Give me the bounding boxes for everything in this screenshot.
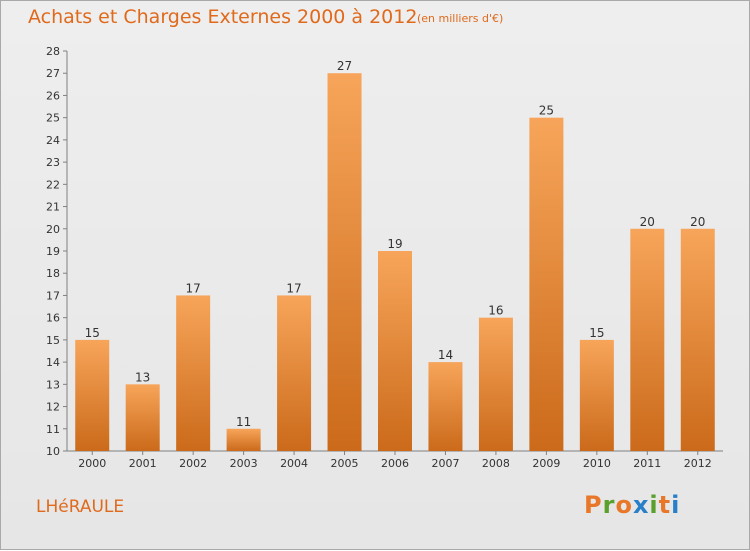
- bar-value-label: 15: [589, 326, 604, 340]
- logo-letter: x: [632, 491, 650, 519]
- y-tick-label: 11: [46, 423, 60, 436]
- y-tick-label: 27: [46, 67, 60, 80]
- bar: [680, 228, 715, 451]
- bar: [478, 317, 513, 451]
- commune-name: LHéRAULE: [36, 497, 125, 517]
- x-tick-label: 2007: [431, 457, 459, 470]
- chart-title: Achats et Charges Externes 2000 à 2012: [28, 6, 418, 28]
- y-tick-label: 12: [46, 401, 60, 414]
- x-tick-label: 2012: [684, 457, 712, 470]
- x-tick-label: 2009: [532, 457, 560, 470]
- y-tick-label: 24: [46, 134, 60, 147]
- bar: [75, 339, 110, 451]
- y-tick-label: 13: [46, 378, 60, 391]
- y-tick-label: 26: [46, 89, 60, 102]
- y-tick-label: 14: [46, 356, 60, 369]
- bar: [125, 384, 160, 451]
- y-tick-label: 16: [46, 312, 60, 325]
- bar-value-label: 14: [438, 348, 453, 362]
- logo-letter: r: [602, 491, 616, 519]
- bar: [176, 295, 211, 451]
- x-tick-label: 2000: [78, 457, 106, 470]
- bar-value-label: 20: [640, 215, 655, 229]
- proxiti-logo: Proxiti: [584, 491, 680, 519]
- logo-letter: i: [649, 491, 659, 519]
- y-tick-label: 28: [46, 45, 60, 58]
- bar-value-label: 16: [488, 304, 503, 318]
- y-tick-label: 25: [46, 112, 60, 125]
- x-tick-label: 2001: [129, 457, 157, 470]
- bar-value-label: 17: [286, 281, 301, 295]
- bar: [226, 428, 261, 451]
- bar: [529, 117, 564, 452]
- y-tick-label: 15: [46, 334, 60, 347]
- x-tick-label: 2008: [482, 457, 510, 470]
- y-tick-label: 17: [46, 289, 60, 302]
- bar: [630, 228, 665, 451]
- bar-value-label: 11: [236, 415, 251, 429]
- x-tick-label: 2003: [230, 457, 258, 470]
- bar-value-label: 27: [337, 59, 352, 73]
- bar-value-label: 13: [135, 370, 150, 384]
- chart-subtitle: (en milliers d'€): [417, 12, 504, 25]
- bar: [378, 251, 412, 451]
- logo-letter: P: [584, 491, 603, 519]
- bar: [428, 362, 463, 451]
- x-tick-label: 2010: [583, 457, 611, 470]
- bar-value-label: 15: [85, 326, 100, 340]
- x-tick-label: 2002: [179, 457, 207, 470]
- bar: [277, 295, 312, 451]
- logo-letter: o: [615, 491, 633, 519]
- x-tick-label: 2011: [633, 457, 661, 470]
- x-tick-label: 2005: [331, 457, 359, 470]
- x-tick-label: 2006: [381, 457, 409, 470]
- bar: [579, 339, 614, 451]
- bar-value-label: 17: [186, 281, 201, 295]
- y-tick-label: 23: [46, 156, 60, 169]
- y-tick-label: 18: [46, 267, 60, 280]
- bar-value-label: 19: [387, 237, 402, 251]
- y-tick-label: 10: [46, 445, 60, 458]
- bar-value-label: 20: [690, 215, 705, 229]
- bar: [327, 73, 362, 451]
- y-tick-label: 21: [46, 201, 60, 214]
- y-tick-label: 19: [46, 245, 60, 258]
- y-tick-label: 20: [46, 223, 60, 236]
- x-tick-label: 2004: [280, 457, 308, 470]
- logo-letter: t: [658, 491, 672, 519]
- y-tick-label: 22: [46, 178, 60, 191]
- logo-letter: i: [671, 491, 681, 519]
- bar-value-label: 25: [539, 104, 554, 118]
